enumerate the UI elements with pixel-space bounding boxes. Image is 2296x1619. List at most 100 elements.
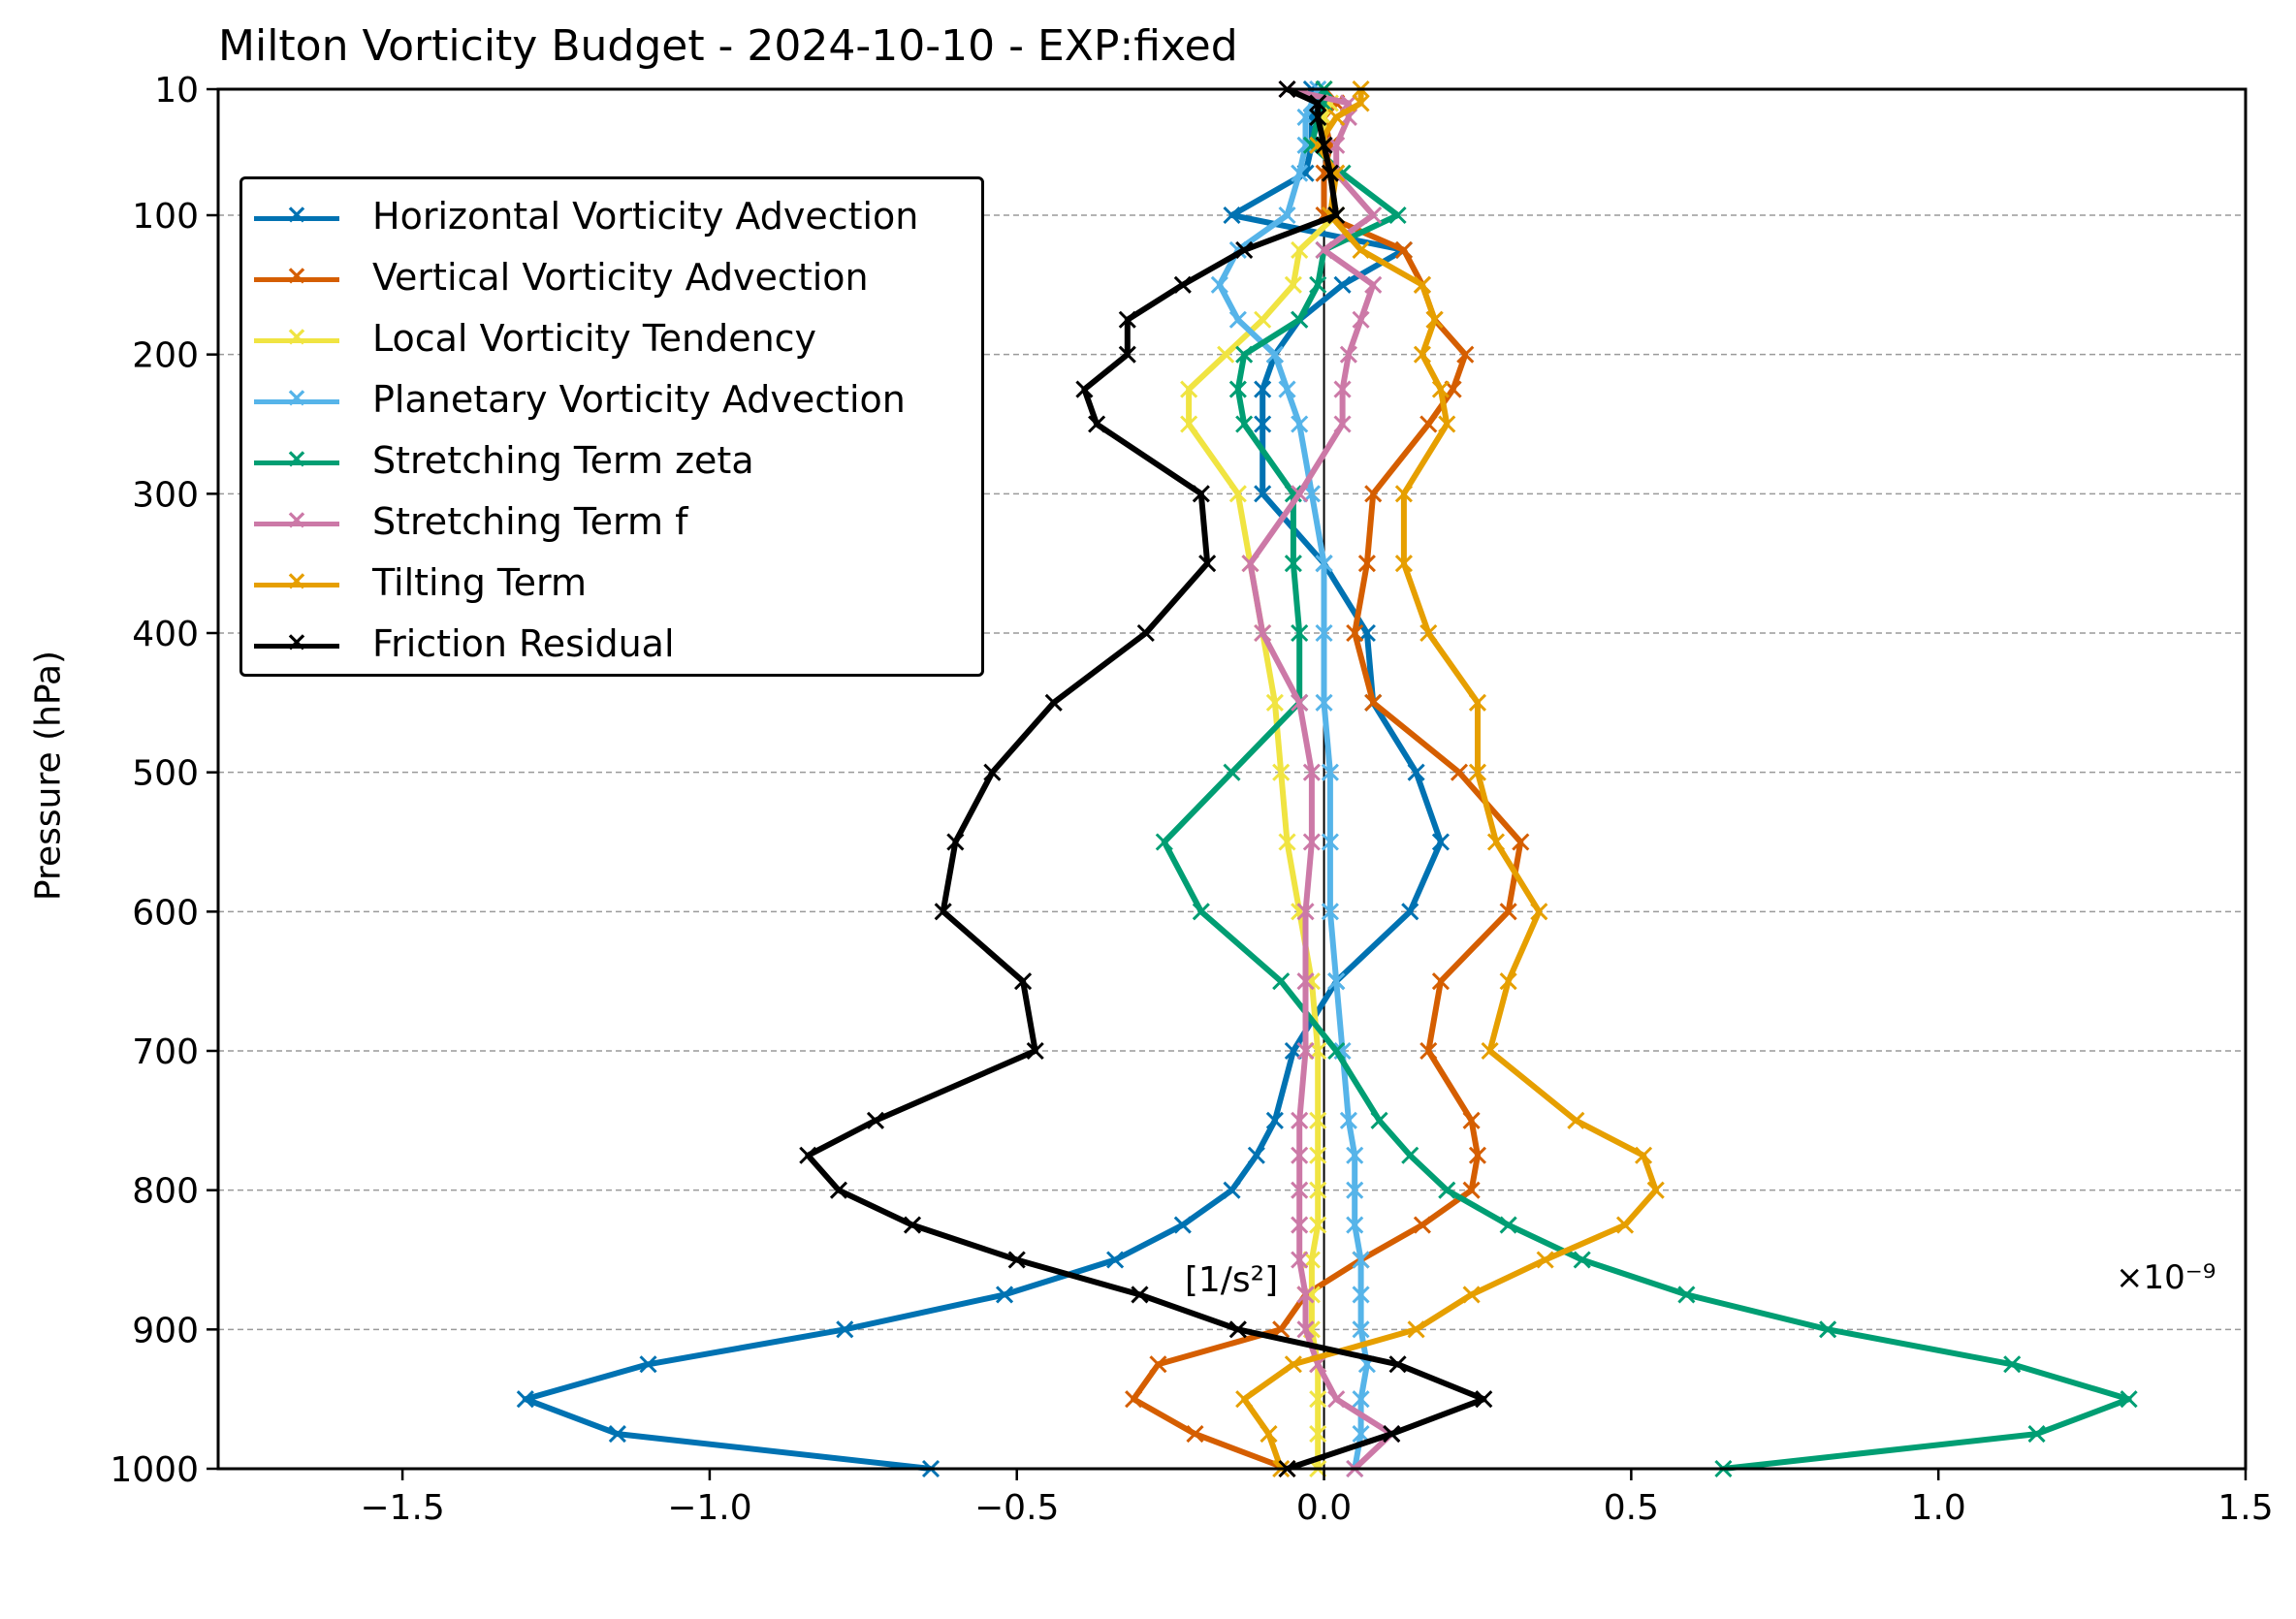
data-point-marker bbox=[1265, 1111, 1284, 1129]
data-point-marker bbox=[1296, 1286, 1315, 1304]
data-point-marker bbox=[836, 1320, 854, 1339]
data-point-marker bbox=[1272, 763, 1291, 781]
legend-item: × Stretching Term zeta bbox=[242, 433, 981, 492]
data-point-marker bbox=[2003, 1355, 2022, 1374]
legend-label: Friction Residual bbox=[372, 622, 675, 665]
data-point-marker bbox=[1388, 1355, 1407, 1374]
chart-title: Milton Vorticity Budget - 2024-10-10 - E… bbox=[218, 21, 1238, 71]
data-point-marker bbox=[1026, 1041, 1044, 1061]
data-point-marker bbox=[1407, 1320, 1425, 1339]
legend-label: Stretching Term zeta bbox=[372, 439, 754, 482]
data-point-marker bbox=[1370, 1111, 1388, 1129]
data-point-marker bbox=[1352, 1251, 1370, 1269]
y-tick-label: 100 bbox=[132, 197, 199, 237]
data-point-marker bbox=[1309, 1390, 1327, 1409]
data-point-marker bbox=[1321, 833, 1339, 851]
data-point-marker bbox=[1260, 1425, 1278, 1444]
data-point-marker bbox=[1327, 1041, 1346, 1061]
data-point-marker bbox=[1291, 164, 1309, 182]
data-point-marker bbox=[1296, 972, 1315, 991]
data-point-marker bbox=[1456, 345, 1475, 364]
data-point-marker bbox=[1315, 623, 1333, 643]
data-point-marker bbox=[1302, 763, 1321, 781]
plot-frame bbox=[216, 87, 2248, 1471]
data-point-marker bbox=[1407, 763, 1425, 781]
data-point-marker bbox=[1309, 1111, 1327, 1129]
data-point-marker bbox=[1431, 972, 1451, 991]
legend-swatch: × bbox=[254, 567, 339, 594]
data-point-marker bbox=[1291, 1111, 1309, 1129]
data-point-marker bbox=[608, 1425, 626, 1444]
data-point-marker bbox=[1394, 485, 1413, 503]
data-point-marker bbox=[1254, 380, 1272, 398]
x-tick-label: 1.0 bbox=[1911, 1488, 1966, 1528]
data-point-marker bbox=[1388, 206, 1407, 225]
data-point-marker bbox=[1309, 1146, 1327, 1164]
legend-label: Local Vorticity Tendency bbox=[372, 317, 817, 360]
data-point-marker bbox=[1819, 1320, 1837, 1339]
data-point-marker bbox=[1302, 833, 1321, 851]
y-tick-label: 600 bbox=[132, 893, 199, 933]
data-point-marker bbox=[983, 763, 1002, 781]
y-tick-label: 900 bbox=[132, 1311, 199, 1350]
data-point-marker bbox=[1315, 136, 1333, 154]
data-point-marker bbox=[1333, 275, 1352, 294]
legend-item: × Planetary Vorticity Advection bbox=[242, 372, 981, 430]
data-point-marker bbox=[1106, 1251, 1125, 1269]
data-point-marker bbox=[1352, 1320, 1370, 1339]
data-point-marker bbox=[1136, 623, 1155, 643]
data-point-marker bbox=[1394, 555, 1413, 573]
data-point-marker bbox=[1278, 833, 1296, 851]
data-point-marker bbox=[1291, 1181, 1309, 1199]
legend-label: Tilting Term bbox=[372, 561, 588, 604]
x-tick-label: 0.0 bbox=[1296, 1488, 1352, 1528]
data-point-marker bbox=[829, 1181, 848, 1199]
y-tick-label: 10 bbox=[154, 71, 199, 111]
data-point-marker bbox=[1254, 415, 1272, 433]
data-point-marker bbox=[1462, 1111, 1481, 1129]
data-point-marker bbox=[1315, 555, 1333, 573]
data-point-marker bbox=[1315, 240, 1333, 259]
series-line bbox=[1247, 86, 1395, 1472]
series-friction-residual bbox=[799, 79, 1493, 1478]
legend-swatch: × bbox=[254, 201, 339, 228]
data-point-marker bbox=[1254, 485, 1272, 503]
data-point-marker bbox=[1352, 1286, 1370, 1304]
data-point-marker bbox=[1413, 345, 1431, 364]
data-point-marker bbox=[1450, 763, 1469, 781]
data-point-marker bbox=[1333, 415, 1352, 433]
legend-swatch: × bbox=[254, 262, 339, 289]
series-planetary-vorticity-advection bbox=[1210, 79, 1376, 1478]
data-point-marker bbox=[1486, 833, 1506, 851]
data-point-marker bbox=[1438, 1181, 1456, 1199]
legend-label: Vertical Vorticity Advection bbox=[372, 256, 869, 299]
x-tick-label: −1.5 bbox=[360, 1488, 444, 1528]
series-line bbox=[805, 86, 1487, 1472]
data-point-marker bbox=[1013, 972, 1033, 991]
data-point-marker bbox=[1278, 380, 1296, 398]
x-tick-label: 0.5 bbox=[1604, 1488, 1659, 1528]
data-point-marker bbox=[1346, 1181, 1364, 1199]
data-point-marker bbox=[1364, 693, 1383, 712]
data-point-marker bbox=[1327, 206, 1346, 225]
data-point-marker bbox=[1333, 380, 1352, 398]
data-point-marker bbox=[516, 1390, 534, 1409]
legend-swatch: × bbox=[254, 323, 339, 350]
data-point-marker bbox=[1327, 1390, 1346, 1409]
data-point-marker bbox=[1352, 310, 1370, 329]
data-point-marker bbox=[1291, 1251, 1309, 1269]
data-point-marker bbox=[1321, 164, 1339, 182]
data-point-marker bbox=[1241, 555, 1260, 573]
data-point-marker bbox=[1475, 1390, 1493, 1409]
data-point-marker bbox=[1007, 1251, 1026, 1269]
data-point-marker bbox=[1321, 903, 1339, 921]
data-point-marker bbox=[1481, 1041, 1499, 1061]
y-axis-label: Pressure (hPa) bbox=[28, 650, 69, 902]
data-point-marker bbox=[1180, 415, 1198, 433]
data-point-marker bbox=[1235, 240, 1254, 259]
data-point-marker bbox=[1223, 1181, 1241, 1199]
data-point-marker bbox=[1468, 1146, 1487, 1164]
data-point-marker bbox=[1291, 693, 1309, 712]
data-point-marker bbox=[1272, 1320, 1291, 1339]
data-point-marker bbox=[1228, 485, 1247, 503]
